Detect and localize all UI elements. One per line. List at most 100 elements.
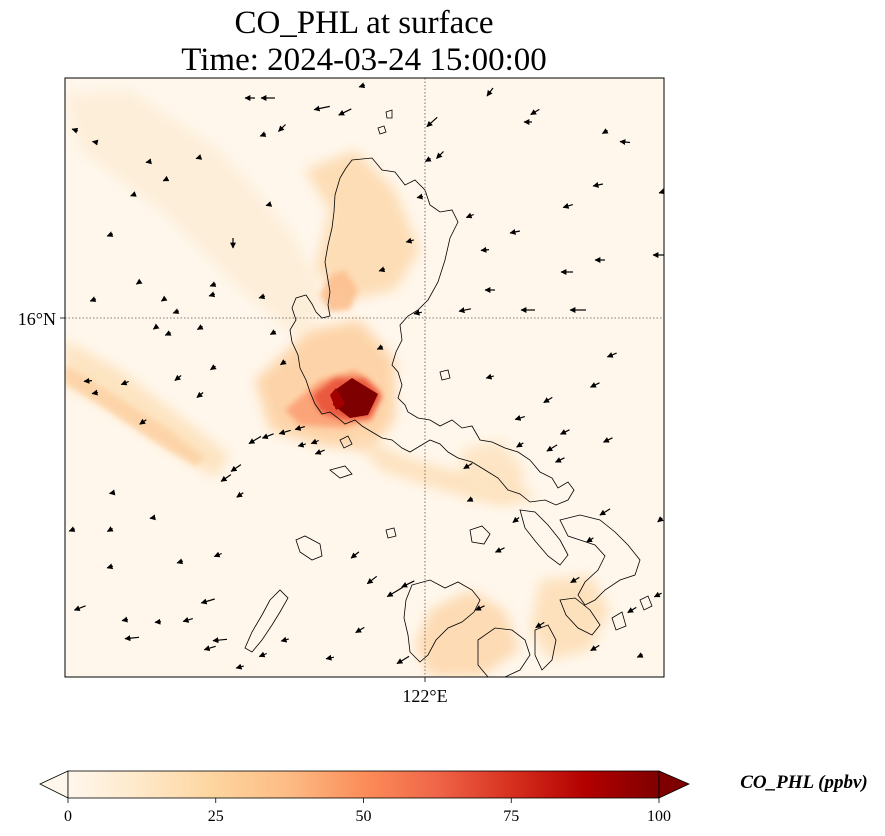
wind-arrow [424,156,432,163]
wind-arrow [401,580,415,588]
wind-arrow [139,418,147,425]
wind-arrow [413,309,423,316]
wind-arrow [396,655,410,665]
wind-arrow [562,203,573,209]
chart-title-line2: Time: 2024-03-24 15:00:00 [181,42,546,78]
colorbar-body [67,770,660,799]
wind-arrow [212,637,228,644]
wind-arrow [280,359,287,366]
wind-arrow [601,128,609,135]
wind-arrow [480,246,490,253]
coastline-island-small-2 [329,465,353,479]
wind-arrow [602,437,613,443]
coastline-island-small-5 [611,611,627,631]
wind-arrow [586,536,594,543]
wind-arrow [258,293,266,300]
wind-arrow [91,139,99,146]
x-tick-label: 122°E [402,686,447,706]
wind-arrow [486,87,494,97]
wind-arrow [570,576,580,584]
coastline-island-calamian [295,535,323,561]
wind-arrow [182,617,193,623]
plume-offshore-streak [65,340,230,478]
map-frame [64,77,665,678]
wind-arrow [261,433,274,440]
colorbar-ticks: 0 25 50 75 100 [64,798,671,825]
map-panel: 122°E 16°N [18,77,665,706]
wind-arrow [130,191,137,197]
wind-arrow [160,295,168,302]
wind-arrow [208,291,216,298]
coastline-marinduque [469,525,491,545]
colorbar-tick-label: 25 [208,808,224,825]
concentration-field [65,90,610,677]
coastline-island-small-1 [339,435,353,449]
wind-arrow [265,201,273,207]
colorbar: 0 25 50 75 100 CO_PHL (ppbv) [39,770,868,825]
wind-vectors [68,82,664,670]
wind-arrow [512,516,520,523]
wind-arrow [310,438,319,445]
wind-arrow [196,391,204,398]
wind-arrow [465,212,474,219]
colorbar-tick-label: 50 [356,808,372,825]
plume-south-patch-2 [530,575,610,660]
wind-arrow [172,308,180,314]
wind-arrow [248,435,262,445]
wind-arrow [120,379,129,386]
coastlines [244,109,653,677]
plume-north-luzon-core [320,270,358,312]
wind-arrow [590,644,600,652]
wind-arrow [106,526,114,533]
wind-arrow [91,389,99,396]
coastline-island-palawan [244,589,289,653]
plume-south-patch-1 [415,590,520,677]
wind-arrow [297,441,306,448]
colorbar-tick-label: 0 [64,808,72,825]
wind-arrow [280,636,289,643]
wind-arrow [657,516,664,523]
y-tick-label: 16°N [18,309,56,329]
wind-arrow [174,374,182,381]
wind-arrow [235,663,244,670]
wind-arrow [589,382,600,388]
wind-arrow [145,158,152,165]
wind-arrow [546,444,558,452]
wind-arrow [106,231,114,237]
wind-arrow [278,124,286,132]
coastline-southern-island [534,624,557,671]
wind-arrow [516,441,524,448]
wind-arrow [73,605,86,612]
wind-arrow [599,508,611,516]
wind-arrow [213,551,222,558]
coastline-island-small-4 [639,595,653,611]
wind-arrow [71,127,79,134]
wind-arrow [314,449,325,455]
wind-arrow [196,324,204,331]
coastline-panay [477,627,531,677]
wind-arrow [149,514,156,521]
coastline-bondoc [519,509,569,566]
plume-hotspot [333,378,378,418]
wind-arrow [278,429,291,436]
plume-hotspot-edge [330,388,345,410]
wind-arrow [164,330,172,336]
wind-arrow [325,654,335,661]
wind-arrow [436,151,444,159]
wind-arrow [366,575,378,585]
wind-arrow [154,618,162,625]
wind-arrow [259,131,267,137]
wind-arrow [378,266,386,273]
wind-arrow [543,396,553,404]
wind-arrow [494,547,505,553]
wind-arrow [195,154,203,160]
wind-arrow [559,429,570,435]
wind-arrow [535,621,545,629]
colorbar-tick-label: 100 [647,808,671,825]
wind-arrow [592,181,604,188]
wind-arrow [619,139,631,146]
wind-arrow [269,329,277,336]
wind-arrow [386,586,404,598]
wind-arrow [152,323,160,330]
